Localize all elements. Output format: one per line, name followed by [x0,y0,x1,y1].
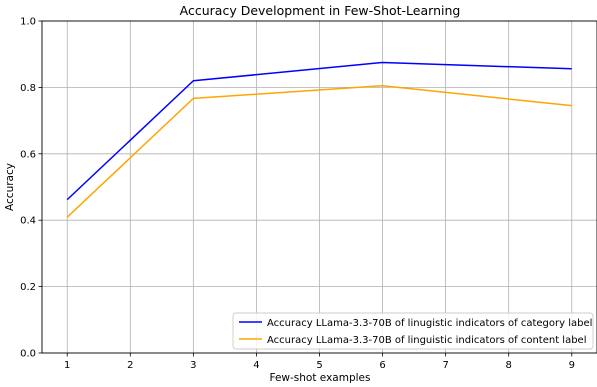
y-tick-label: 0.2 [20,282,36,293]
x-axis-label: Few-shot examples [270,372,371,384]
y-axis-label: Accuracy [4,163,16,211]
y-axis-ticks: 0.0 0.2 0.4 0.6 0.8 1.0 [20,17,42,360]
x-axis-ticks: 1 2 3 4 5 6 7 8 9 [64,353,575,371]
chart-title: Accuracy Development in Few-Shot-Learnin… [180,3,461,18]
x-tick-label: 3 [190,360,196,371]
y-tick-label: 1.0 [20,17,36,28]
x-tick-label: 2 [127,360,133,371]
series-line-0 [66,61,572,201]
y-tick-label: 0.6 [20,149,36,160]
y-tick-label: 0.0 [20,349,36,360]
legend: Accuracy LLama-3.3-70B of linugistic ind… [232,312,594,350]
x-tick-label: 6 [379,360,385,371]
legend-entry-category: Accuracy LLama-3.3-70B of linugistic ind… [267,318,592,329]
y-tick-label: 0.8 [20,83,36,94]
legend-entry-content: Accuracy LLama-3.3-70B of linguistic ind… [267,335,587,346]
y-tick-label: 0.4 [20,216,36,227]
x-tick-label: 4 [253,360,259,371]
x-tick-label: 7 [442,360,448,371]
x-tick-label: 9 [569,360,575,371]
plot-frame [41,20,597,354]
legend-box [232,312,594,350]
x-tick-label: 5 [316,360,322,371]
x-tick-label: 1 [64,360,70,371]
series-lines [66,61,572,218]
series-line-1 [66,84,572,218]
x-tick-label: 8 [506,360,512,371]
